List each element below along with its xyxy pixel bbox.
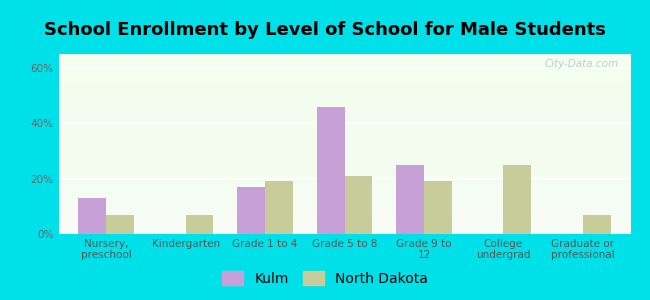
Bar bbox=[265, 182, 293, 234]
Bar bbox=[186, 214, 213, 234]
Bar bbox=[424, 182, 452, 234]
Text: School Enrollment by Level of School for Male Students: School Enrollment by Level of School for… bbox=[44, 21, 606, 39]
Bar bbox=[237, 187, 265, 234]
Legend: Kulm, North Dakota: Kulm, North Dakota bbox=[218, 267, 432, 290]
Bar bbox=[79, 198, 106, 234]
Bar bbox=[583, 214, 610, 234]
Text: City-Data.com: City-Data.com bbox=[545, 59, 619, 69]
Bar bbox=[317, 106, 345, 234]
Bar bbox=[503, 165, 531, 234]
Bar bbox=[344, 176, 372, 234]
Bar bbox=[106, 214, 134, 234]
Bar bbox=[396, 165, 424, 234]
